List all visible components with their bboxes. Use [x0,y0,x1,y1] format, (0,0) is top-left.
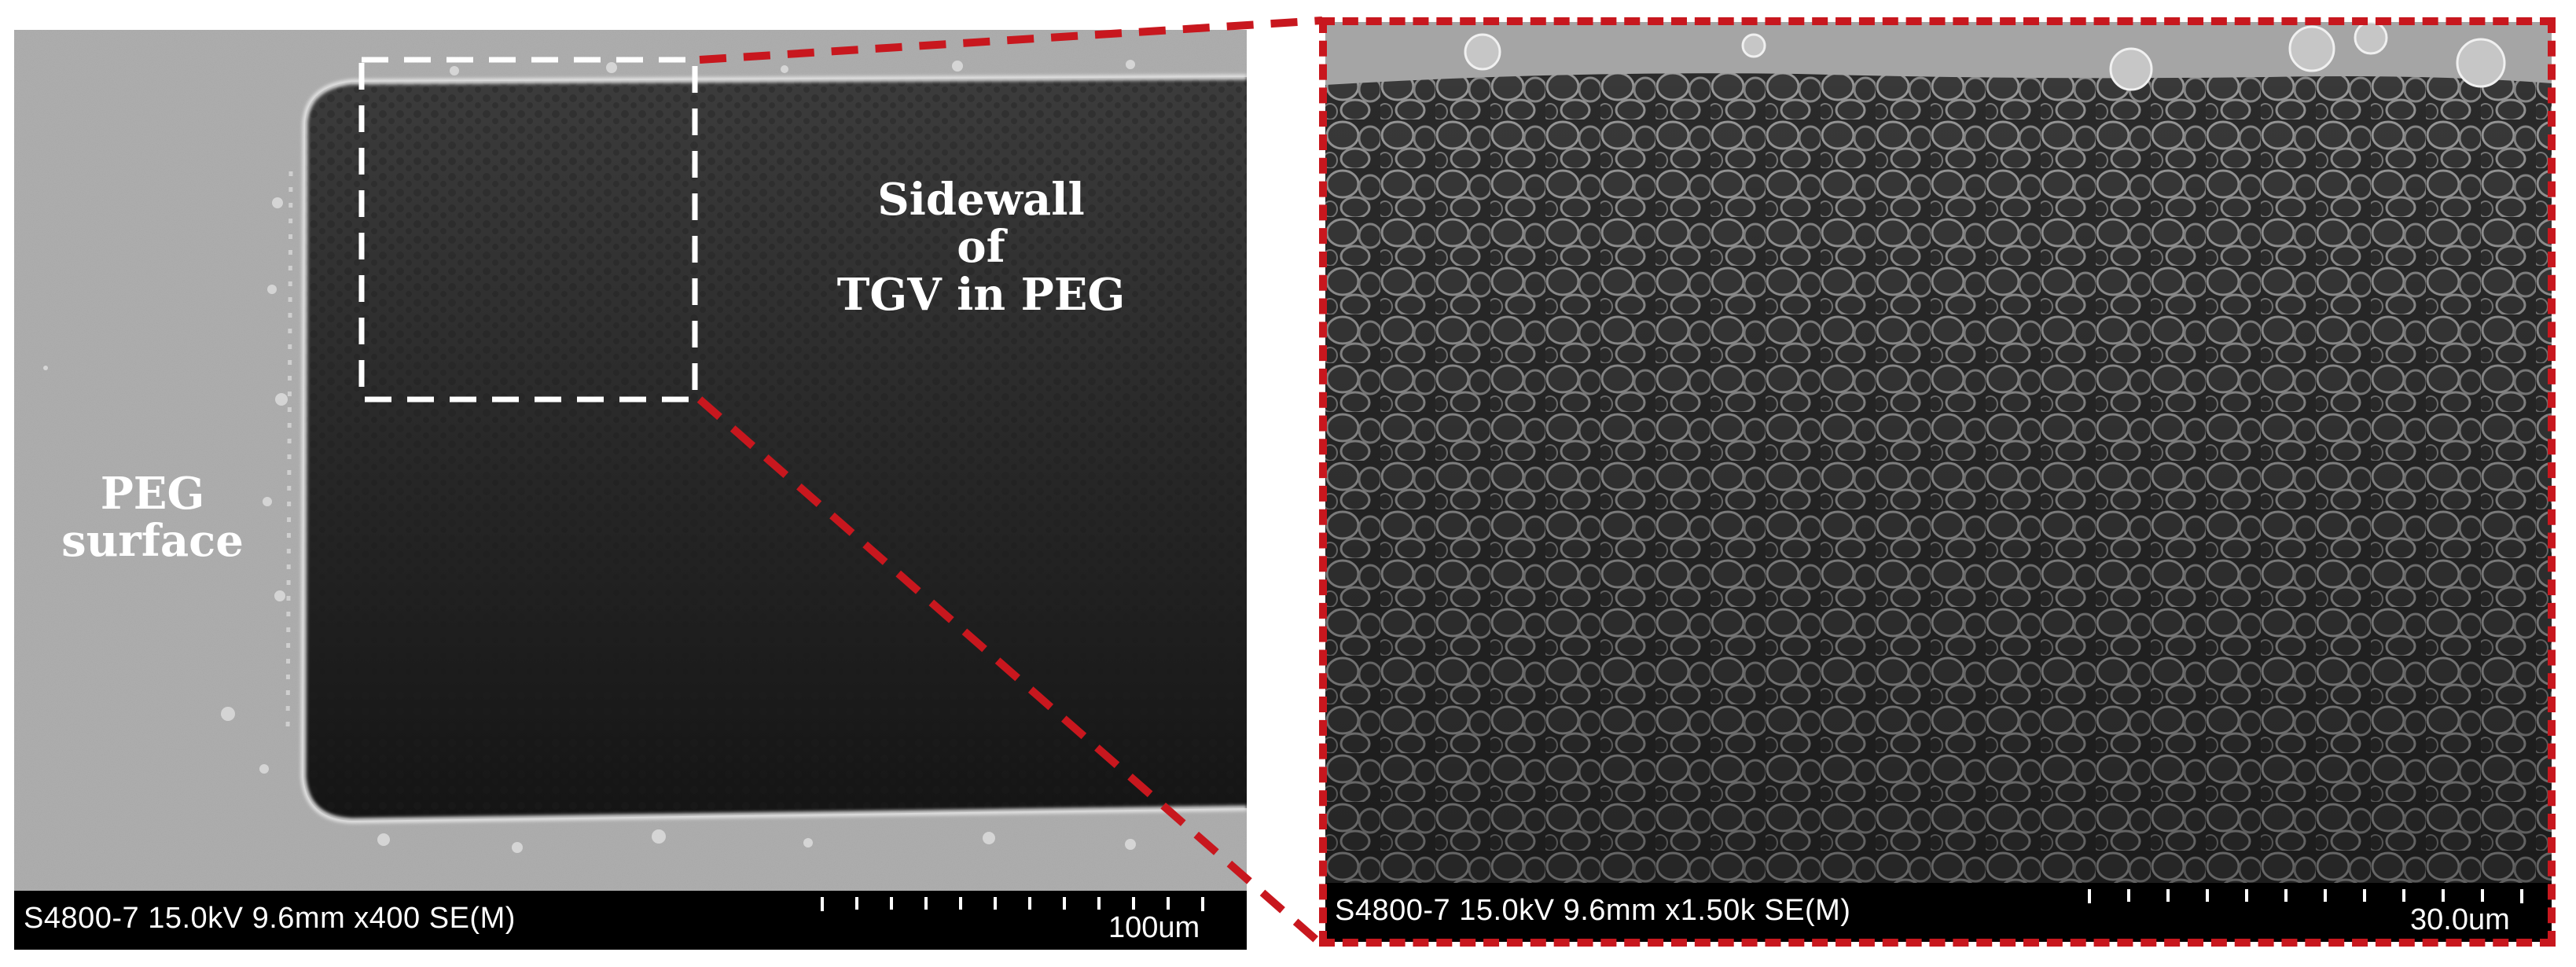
sem-field-high-mag [1325,22,2552,883]
scale-bar-ticks-high-mag [2088,889,2523,903]
label-peg-surface-line1: PEG [100,468,205,520]
label-sidewall-line2: of [957,221,1005,274]
zoom-connector-top [699,17,1323,64]
zoom-connector-bottom [696,396,1325,948]
label-sidewall-line1: Sidewall [877,174,1085,226]
label-sidewall-line3: TGV in PEG [836,268,1126,321]
scale-label-high-mag: 30.0um [2410,903,2510,936]
sem-params-low-mag: S4800-7 15.0kV 9.6mm x400 SE(M) [24,902,516,935]
peg-edge-strip [1325,22,2552,85]
label-peg-surface: PEG surface [58,470,247,565]
sem-image-high-mag: S4800-7 15.0kV 9.6mm x1.50k SE(M) 30.0um [1325,22,2552,942]
tgv-rim [300,74,1247,824]
scale-label-low-mag: 100um [1108,911,1200,944]
sem-info-bar-high-mag: S4800-7 15.0kV 9.6mm x1.50k SE(M) 30.0um [1325,883,2552,942]
sem-params-high-mag: S4800-7 15.0kV 9.6mm x1.50k SE(M) [1335,894,1851,927]
sem-field-low-mag [14,30,1247,891]
sem-image-low-mag: PEG surface Sidewall of TGV in PEG S4800… [14,30,1247,950]
label-sidewall: Sidewall of TGV in PEG [745,174,1217,321]
label-peg-surface-line2: surface [61,515,244,568]
sem-info-bar-low-mag: S4800-7 15.0kV 9.6mm x400 SE(M) 100um [14,891,1247,950]
scale-bar-ticks-low-mag [821,897,1204,911]
